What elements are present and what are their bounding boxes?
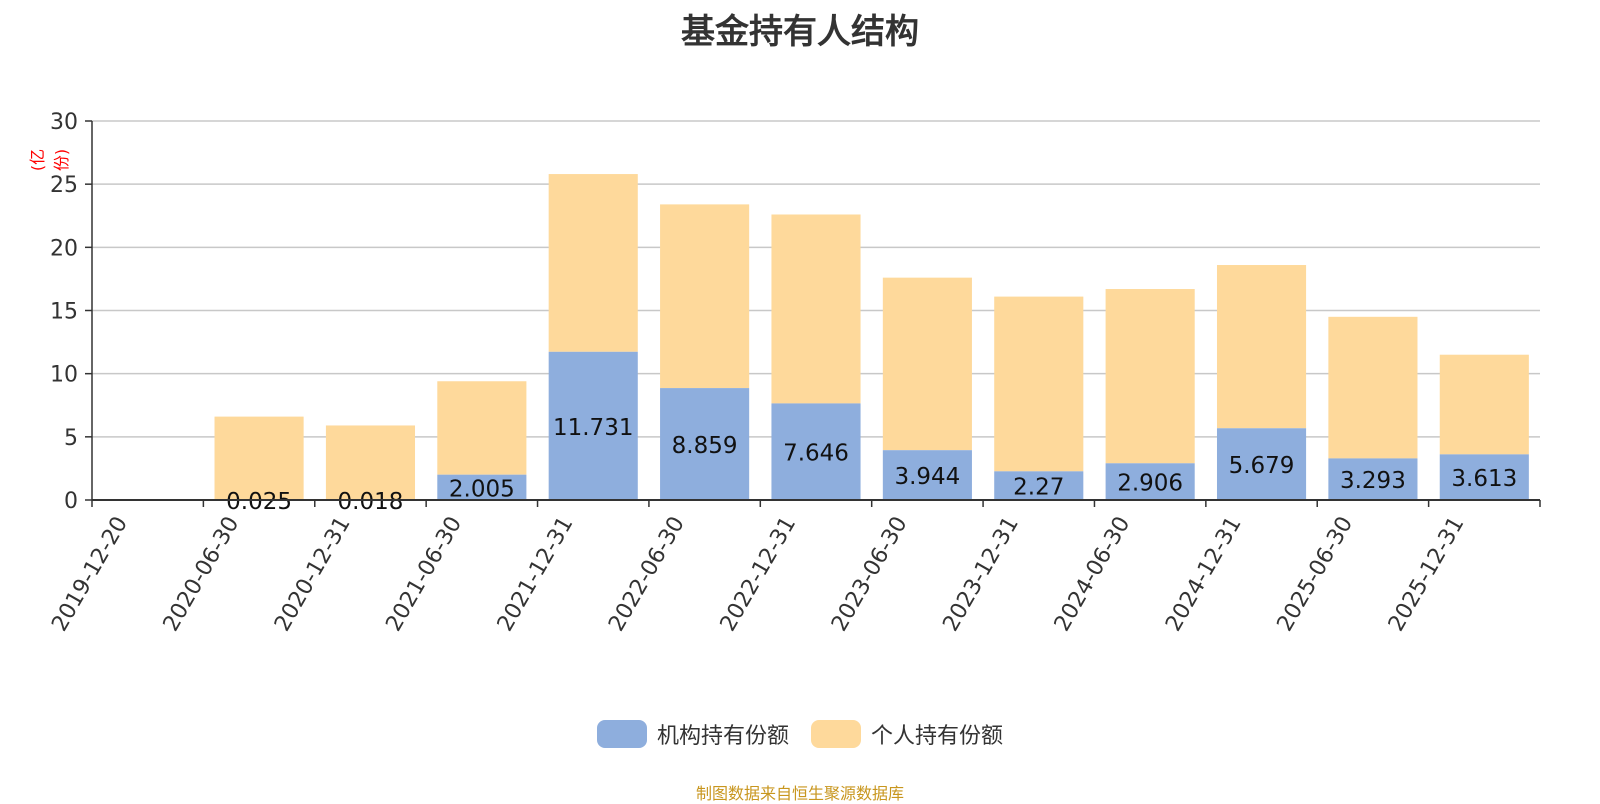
bar-individual <box>549 174 638 352</box>
x-tick-label: 2021-06-30 <box>381 513 467 636</box>
legend-swatch-individual <box>811 720 861 748</box>
data-label-institutional: 2.005 <box>449 476 515 502</box>
bar-individual <box>660 204 749 388</box>
data-label-institutional: 3.613 <box>1451 466 1517 492</box>
x-tick-label: 2025-06-30 <box>1273 513 1359 636</box>
x-tick-label: 2023-12-31 <box>938 513 1024 636</box>
x-tick-label: 2024-12-31 <box>1161 513 1247 636</box>
x-tick-label: 2022-12-31 <box>716 513 802 636</box>
y-tick-label: 30 <box>50 110 78 135</box>
x-tick-label: 2025-12-31 <box>1384 513 1470 636</box>
legend-item-individual[interactable]: 个人持有份额 <box>811 718 1003 750</box>
x-tick-label: 2020-06-30 <box>159 513 245 636</box>
legend-label-individual: 个人持有份额 <box>871 718 1003 750</box>
x-tick-label: 2022-06-30 <box>604 513 690 636</box>
bar-individual <box>1106 289 1195 463</box>
bar-individual <box>883 278 972 451</box>
x-tick-label: 2021-12-31 <box>493 513 579 636</box>
bar-individual <box>437 381 526 474</box>
x-tick-label: 2020-12-31 <box>270 513 356 636</box>
x-tick-label: 2019-12-20 <box>47 513 133 636</box>
legend-swatch-institutional <box>597 720 647 748</box>
bar-individual <box>1217 265 1306 428</box>
data-source-note: 制图数据来自恒生聚源数据库 <box>0 780 1600 804</box>
y-tick-label: 5 <box>64 426 78 451</box>
data-label-institutional: 3.944 <box>894 464 960 490</box>
bar-individual <box>1328 317 1417 459</box>
data-label-institutional: 5.679 <box>1229 453 1295 479</box>
data-label-institutional: 0.025 <box>226 489 292 515</box>
y-tick-label: 20 <box>50 236 78 261</box>
data-label-institutional: 8.859 <box>672 433 738 459</box>
data-label-institutional: 0.018 <box>338 489 404 515</box>
legend-label-institutional: 机构持有份额 <box>657 718 789 750</box>
x-tick-label: 2024-06-30 <box>1050 513 1136 636</box>
data-label-institutional: 7.646 <box>783 441 849 467</box>
x-tick-label: 2023-06-30 <box>827 513 913 636</box>
y-tick-label: 25 <box>50 173 78 198</box>
legend-item-institutional[interactable]: 机构持有份额 <box>597 718 789 750</box>
bar-individual <box>994 297 1083 472</box>
data-label-institutional: 3.293 <box>1340 468 1406 494</box>
data-label-institutional: 2.906 <box>1117 471 1183 497</box>
y-tick-label: 0 <box>64 489 78 514</box>
y-tick-label: 10 <box>50 363 78 388</box>
data-label-institutional: 2.27 <box>1013 475 1064 501</box>
bar-individual <box>215 417 304 500</box>
chart-legend: 机构持有份额 个人持有份额 <box>0 718 1600 750</box>
y-tick-label: 15 <box>50 300 78 325</box>
data-label-institutional: 11.731 <box>553 415 633 441</box>
bar-individual <box>1440 355 1529 455</box>
bar-individual <box>771 214 860 403</box>
